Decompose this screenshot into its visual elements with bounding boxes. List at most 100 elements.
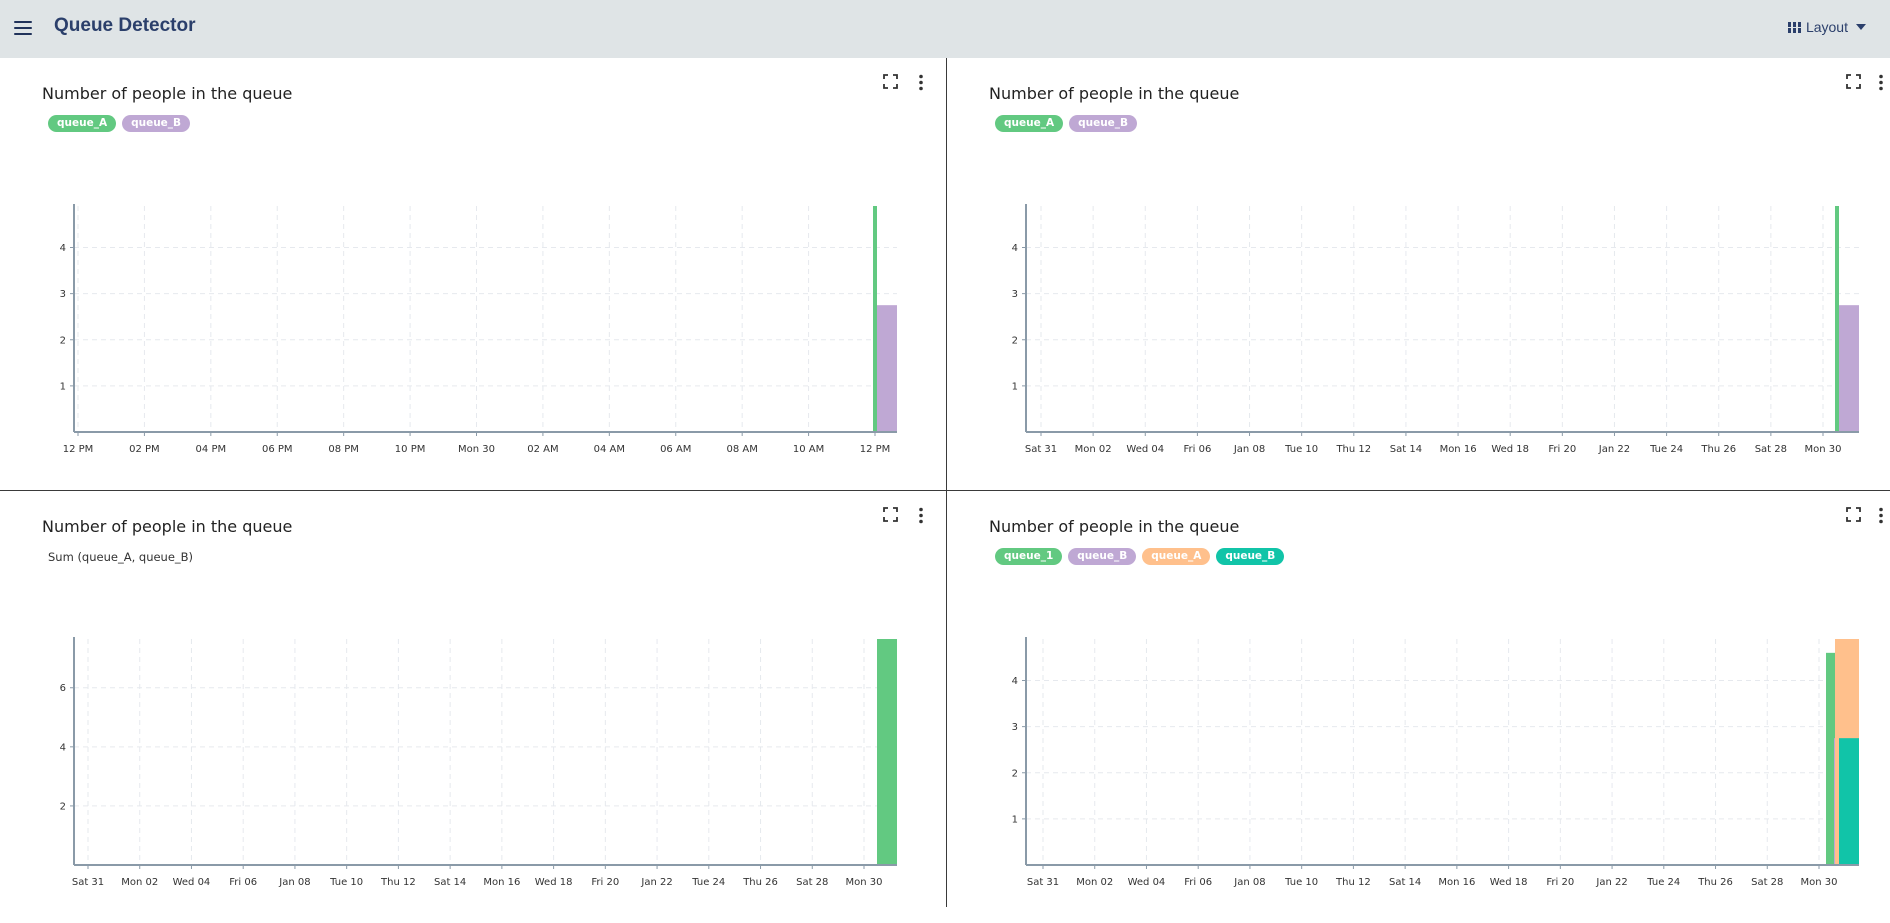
x-tick-label: Wed 04	[1126, 444, 1164, 455]
x-tick-label: Wed 04	[173, 877, 211, 888]
x-tick-label: 02 AM	[527, 444, 558, 455]
layout-button[interactable]: Layout	[1787, 17, 1866, 37]
legend-tag-queue-a[interactable]: queue_A	[1142, 548, 1211, 565]
panel-title: Number of people in the queue	[42, 84, 293, 103]
chart-panel-1: Number of people in the queue queue_A qu…	[0, 58, 946, 490]
more-vert-icon[interactable]	[917, 507, 925, 524]
y-tick-label: 2	[1012, 768, 1018, 779]
legend: queue_A queue_B	[995, 115, 1138, 132]
y-tick-label: 3	[1012, 289, 1018, 300]
x-tick-label: Fri 20	[1546, 877, 1574, 888]
chart-panel-4: Number of people in the queue queue_1 qu…	[947, 491, 1890, 923]
bar-chart: 12 PM 02 PM 04 PM 06 PM 08 PM 10 PM Mon 30 02 A…	[60, 204, 897, 455]
x-tick-label: Jan 22	[640, 877, 672, 888]
y-tick-label: 2	[60, 801, 66, 812]
legend-tag-queue-b[interactable]: queue_B	[122, 115, 191, 132]
x-tick-label: Mon 16	[483, 877, 520, 888]
more-vert-icon[interactable]	[917, 74, 925, 91]
x-tick-label: Thu 12	[1335, 877, 1371, 888]
panel-title: Number of people in the queue	[42, 517, 293, 536]
caret-down-icon	[1856, 24, 1866, 30]
panel-title: Number of people in the queue	[989, 517, 1240, 536]
panel-divider-vertical	[946, 58, 947, 907]
x-tick-label: 06 AM	[660, 444, 691, 455]
x-tick-label: Fri 06	[1184, 877, 1212, 888]
expand-icon[interactable]	[1846, 507, 1861, 522]
x-tick-label: Wed 18	[535, 877, 573, 888]
x-tick-label: Sat 31	[72, 877, 104, 888]
legend-tag-queue-b-2[interactable]: queue_B	[1216, 548, 1285, 565]
legend-tag-queue-b[interactable]: queue_B	[1069, 115, 1138, 132]
legend-tag-queue-b[interactable]: queue_B	[1068, 548, 1137, 565]
x-tick-label: Sat 31	[1025, 444, 1057, 455]
expand-icon[interactable]	[883, 74, 898, 89]
chart-panel-3: Number of people in the queue Sum (queue…	[0, 491, 946, 923]
x-tick-label: 12 PM	[860, 444, 891, 455]
x-tick-label: Sat 14	[434, 877, 466, 888]
x-tick-label: Tue 24	[1649, 444, 1683, 455]
y-tick-label: 1	[1012, 381, 1018, 392]
x-tick-label: Jan 22	[1595, 877, 1627, 888]
x-tick-label: Sat 31	[1027, 877, 1059, 888]
sum-label: Sum (queue_A, queue_B)	[48, 550, 194, 564]
x-tick-label: 08 PM	[328, 444, 359, 455]
bar-queue-1	[1826, 652, 1835, 864]
x-tick-label: Fri 06	[229, 877, 257, 888]
app-title: Queue Detector	[54, 15, 196, 36]
y-tick-label: 2	[60, 335, 66, 346]
x-tick-label: Tue 24	[1646, 877, 1680, 888]
x-tick-label: Wed 04	[1128, 877, 1166, 888]
expand-icon[interactable]	[883, 507, 898, 522]
y-tick-label: 3	[1012, 722, 1018, 733]
legend: queue_1 queue_B queue_A queue_B	[995, 548, 1285, 565]
x-tick-label: Fri 06	[1183, 444, 1211, 455]
x-tick-label: Sat 28	[796, 877, 828, 888]
x-tick-label: Wed 18	[1491, 444, 1529, 455]
x-tick-label: Sat 28	[1751, 877, 1783, 888]
y-tick-label: 1	[60, 381, 66, 392]
x-tick-label: Tue 24	[691, 877, 725, 888]
chart-panel-2: Number of people in the queue queue_A qu…	[947, 58, 1890, 490]
x-tick-label: Thu 26	[1697, 877, 1733, 888]
x-tick-label: Tue 10	[329, 877, 363, 888]
x-tick-label: Jan 08	[278, 877, 310, 888]
x-tick-label: Mon 02	[121, 877, 158, 888]
x-tick-label: Sat 14	[1390, 444, 1422, 455]
y-tick-label: 2	[1012, 335, 1018, 346]
expand-icon[interactable]	[1846, 74, 1861, 89]
y-tick-label: 1	[1012, 814, 1018, 825]
x-tick-label: 12 PM	[63, 444, 94, 455]
layout-label: Layout	[1805, 19, 1848, 35]
x-tick-label: Thu 26	[742, 877, 778, 888]
x-tick-label: 04 AM	[594, 444, 625, 455]
x-tick-label: 10 PM	[395, 444, 426, 455]
x-tick-label: Thu 12	[380, 877, 416, 888]
x-tick-label: Jan 22	[1598, 444, 1630, 455]
more-vert-icon[interactable]	[1877, 507, 1885, 524]
x-tick-label: Mon 16	[1438, 877, 1475, 888]
bar-sum-queue-a-queue-b-	[877, 639, 897, 864]
bar-queue-a	[1835, 206, 1839, 431]
x-tick-label: Thu 26	[1700, 444, 1736, 455]
legend-tag-queue-1[interactable]: queue_1	[995, 548, 1063, 565]
x-tick-label: 06 PM	[262, 444, 293, 455]
x-tick-label: Mon 16	[1440, 444, 1477, 455]
y-tick-label: 4	[1012, 243, 1018, 254]
x-tick-label: Mon 30	[1805, 444, 1842, 455]
x-tick-label: 10 AM	[793, 444, 824, 455]
legend-tag-queue-a[interactable]: queue_A	[48, 115, 117, 132]
legend-tag-queue-a[interactable]: queue_A	[995, 115, 1064, 132]
bar-queue-a	[873, 206, 877, 431]
more-vert-icon[interactable]	[1877, 74, 1885, 91]
bar-chart: Sat 31 Mon 02 Wed 04 Fri 06 Jan 08 Tue 10 Thu …	[60, 637, 897, 888]
x-tick-label: Tue 10	[1284, 444, 1318, 455]
bar-chart: Sat 31 Mon 02 Wed 04 Fri 06 Jan 08 Tue 10 Thu …	[1012, 204, 1859, 455]
x-tick-label: Fri 20	[1548, 444, 1576, 455]
grid-icon	[1787, 21, 1801, 33]
hamburger-icon[interactable]	[12, 17, 34, 39]
x-tick-label: Thu 12	[1335, 444, 1371, 455]
x-tick-label: Wed 18	[1490, 877, 1528, 888]
x-tick-label: 08 AM	[726, 444, 757, 455]
x-tick-label: Mon 02	[1076, 877, 1113, 888]
x-tick-label: 02 PM	[129, 444, 160, 455]
